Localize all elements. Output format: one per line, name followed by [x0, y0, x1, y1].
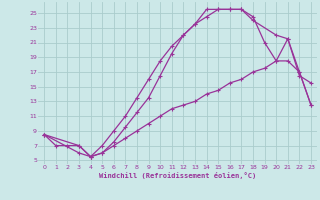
- X-axis label: Windchill (Refroidissement éolien,°C): Windchill (Refroidissement éolien,°C): [99, 172, 256, 179]
